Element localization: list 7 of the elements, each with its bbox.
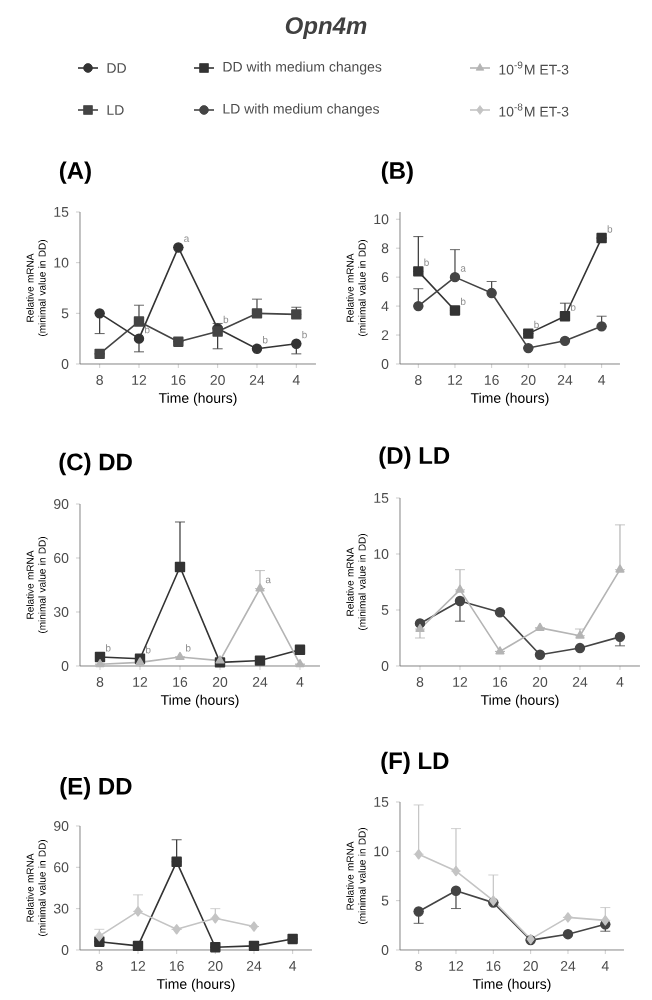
text: Opn4m [285, 17, 367, 39]
chart-title: (B) [381, 161, 413, 184]
chart-title: (E) DD [60, 777, 132, 800]
chart-title: (F) LD [381, 751, 449, 775]
chart-title: (D) LD [379, 446, 450, 469]
chart-title: (C) DD [59, 452, 132, 476]
chart-title: (A) [59, 161, 91, 184]
